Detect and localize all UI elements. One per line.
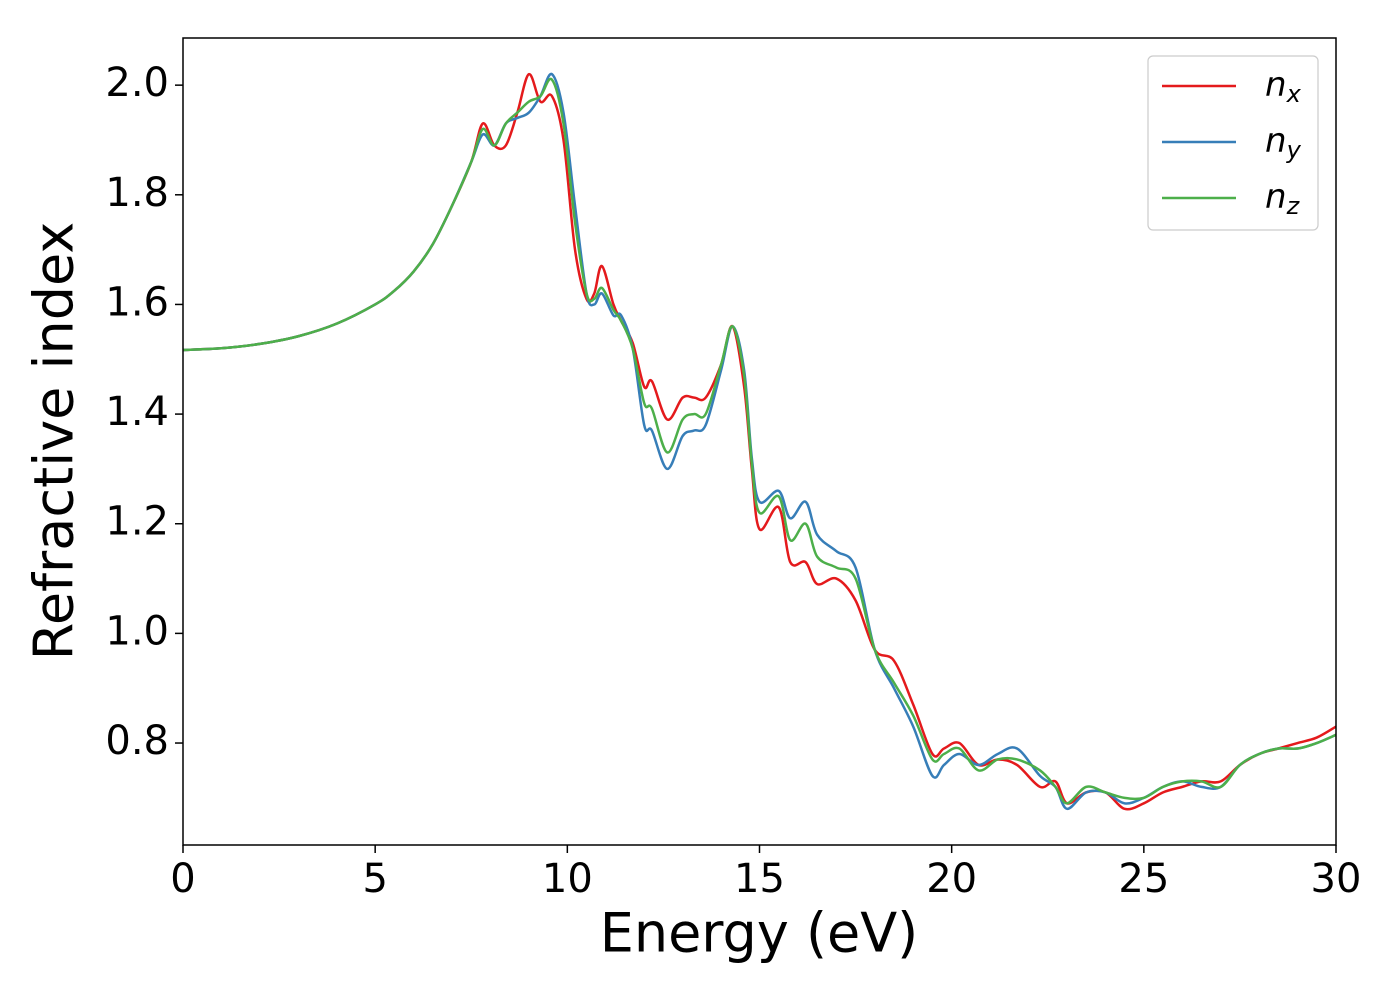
y-axis-label: Refractive index [23,222,86,661]
x-tick-label: 0 [170,856,195,902]
x-axis-label: Energy (eV) [600,902,919,965]
line-series [183,72,1336,811]
legend-label: nx [1265,65,1302,109]
plot [183,72,1336,811]
y-tick-label: 0.8 [105,718,169,764]
x-tick-label: 10 [542,856,593,902]
y-tick-label: 1.4 [105,389,169,435]
line-series [183,77,1336,805]
x-tick-label: 30 [1311,856,1362,902]
y-tick-label: 1.6 [105,279,169,325]
y-tick-label: 2.0 [105,60,169,106]
y-tick-label: 1.8 [105,170,169,216]
y-tick-label: 1.0 [105,608,169,654]
x-tick-label: 15 [734,856,785,902]
x-tick-label: 20 [926,856,977,902]
x-tick-label: 25 [1118,856,1169,902]
plot-frame [182,37,1337,846]
legend-label: ny [1265,121,1302,165]
x-tick-label: 5 [362,856,387,902]
legend-label: nz [1265,177,1301,221]
y-tick-label: 1.2 [105,499,169,545]
